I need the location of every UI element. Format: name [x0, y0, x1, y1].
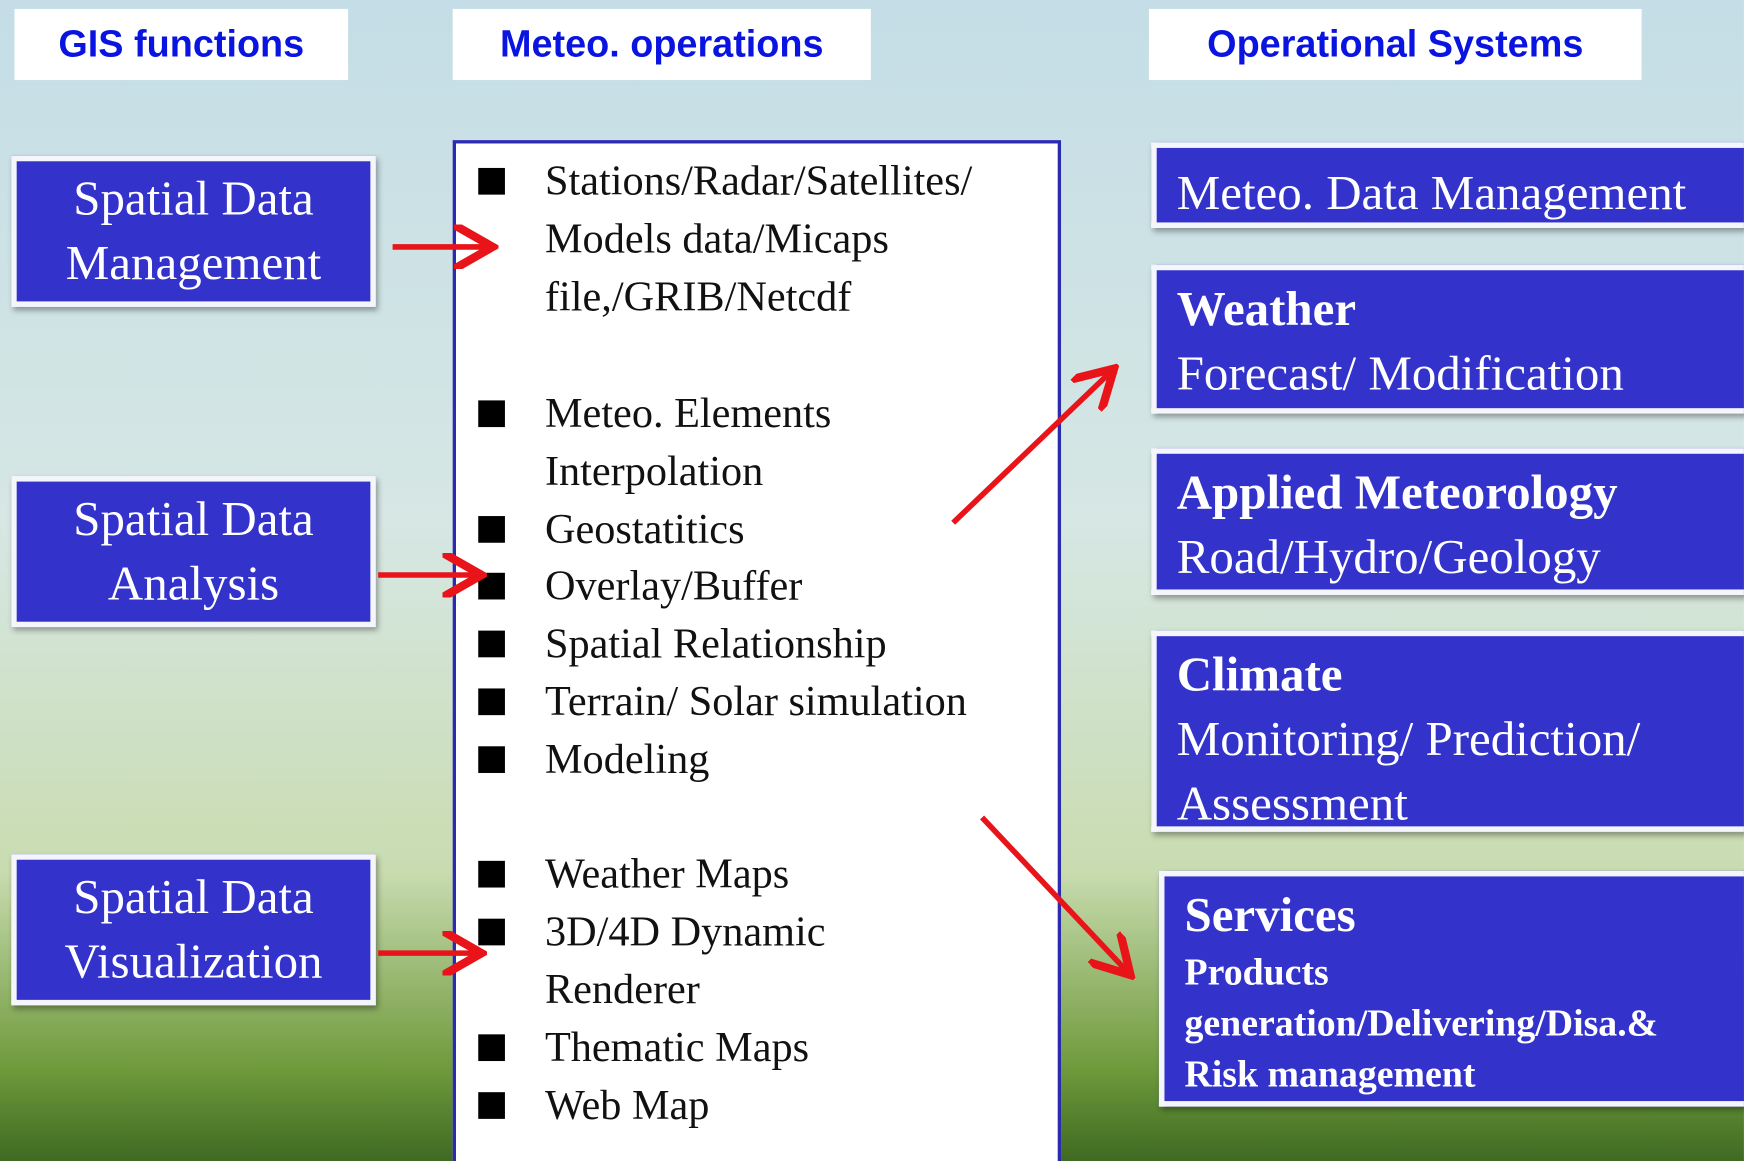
arrow [982, 817, 1127, 970]
arrow [953, 373, 1110, 523]
arrows [0, 0, 1744, 1161]
slide: GIS functionsMeteo. operationsOperationa… [0, 0, 1744, 1161]
stage: GIS functionsMeteo. operationsOperationa… [0, 0, 1744, 1161]
